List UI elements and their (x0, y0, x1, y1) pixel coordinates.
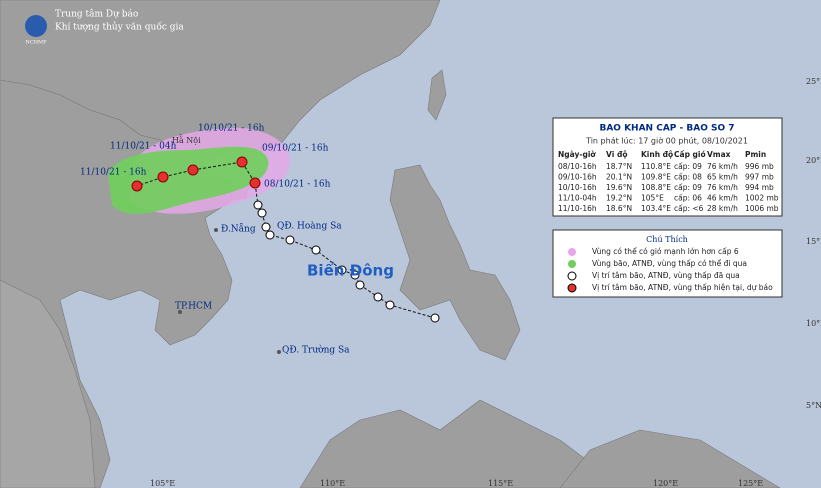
table-cell: 28 km/h (707, 204, 738, 213)
table-cell: 996 mb (745, 162, 774, 171)
legend-item: Vùng bão, ATNĐ, vùng thấp có thể đi qua (592, 259, 747, 268)
column-header: Ngày-giờ (558, 150, 596, 159)
lon-label: 125°E (738, 479, 763, 488)
info-frame (552, 117, 783, 217)
lon-label: 105°E (150, 479, 175, 488)
table-cell: 997 mb (745, 173, 774, 182)
map-label: QĐ. Hoàng Sa (277, 221, 342, 232)
legend-symbol (568, 248, 576, 256)
table-cell: 09/10-16h (558, 173, 597, 182)
table-cell: cấp: 09 (674, 162, 702, 171)
info-box: BAO KHAN CAP - BAO SO 7 Tin phát lúc: 17… (552, 117, 783, 217)
table-cell: 65 km/h (707, 173, 738, 182)
legend: Chú Thích Vùng có thể có gió mạnh lớn hơ… (552, 229, 783, 298)
lat-label: 15°N (806, 237, 821, 246)
lat-label: 5°N (806, 401, 821, 410)
table-cell: 20.1°N (606, 173, 632, 182)
sea-name: Biển Đông (307, 261, 394, 280)
table-cell: 103.4°E (641, 204, 671, 213)
table-cell: 18.7°N (606, 162, 632, 171)
map-label: Đ.Nẵng (221, 223, 256, 235)
map-labels: 10/10/21 - 16h 11/10/21 - 04h Hà Nội 09/… (80, 124, 394, 356)
legend-title: Chú Thích (646, 235, 688, 244)
map-label: 10/10/21 - 16h (198, 124, 265, 134)
lon-label: 110°E (320, 479, 345, 488)
table-cell: 08/10-16h (558, 162, 597, 171)
lat-label: 20°N (806, 156, 821, 165)
table-cell: 994 mb (745, 183, 774, 192)
table-cell: cấp: 08 (674, 173, 702, 182)
table-cell: cấp: 06 (674, 194, 702, 203)
legend-symbol (568, 260, 576, 268)
forecast-positions (131, 156, 261, 192)
table-cell: 110.8°E (641, 162, 671, 171)
table-cell: 19.6°N (606, 183, 632, 192)
table-cell: 109.8°E (641, 173, 671, 182)
map-label: 11/10/21 - 04h (110, 142, 177, 152)
column-header: Kinh độ (641, 150, 673, 159)
map-label: TP.HCM (175, 302, 212, 312)
table-cell: 1006 mb (745, 204, 779, 213)
header-line: Khí tượng thủy văn quốc gia (55, 22, 184, 33)
legend-item: Vị trí tâm bão, ATNĐ, vùng thấp đã qua (592, 271, 740, 280)
legend-item: Vùng có thể có gió mạnh lớn hơn cấp 6 (592, 247, 739, 256)
table-cell: 11/10-16h (558, 204, 597, 213)
map-label: 09/10/21 - 16h (262, 144, 329, 154)
grid-labels: 25°N 20°N 15°N 10°N 5°N 105°E 110°E 115°… (150, 77, 821, 488)
table-cell: 46 km/h (707, 194, 738, 203)
table-cell: cấp: 09 (674, 183, 702, 192)
table-cell: 19.2°N (606, 194, 632, 203)
lat-label: 10°N (806, 319, 821, 328)
info-title: BAO KHAN CAP - BAO SO 7 (599, 124, 734, 134)
table-cell: 76 km/h (707, 183, 738, 192)
lat-label: 25°N (806, 77, 821, 86)
table-cell: 105°E (641, 194, 664, 203)
map-label: 08/10/21 - 16h (264, 180, 331, 190)
svg-text:NCHMF: NCHMF (25, 40, 47, 46)
legend-frame (552, 229, 783, 298)
lon-label: 120°E (653, 479, 678, 488)
table-cell: 18.6°N (606, 204, 632, 213)
table-cell: 108.8°E (641, 183, 671, 192)
logo: NCHMF (25, 15, 47, 46)
map-label: Hà Nội (172, 136, 201, 145)
storm-track (136, 161, 436, 319)
column-header: Vĩ độ (606, 150, 628, 159)
info-issued: Tin phát lúc: 17 giờ 00 phút, 08/10/2021 (585, 136, 748, 146)
column-header: Cấp gió (674, 150, 706, 159)
legend-symbol (567, 271, 577, 281)
lon-label: 115°E (488, 479, 513, 488)
table-cell: cấp: <6 (674, 204, 704, 213)
header-line: Trung tâm Dự báo (55, 9, 138, 20)
past-positions (253, 200, 440, 323)
table-cell: 10/10-16h (558, 183, 597, 192)
legend-item: Vị trí tâm bão, ATNĐ, vùng thấp hiện tại… (592, 283, 773, 292)
map-label: QĐ. Trường Sa (282, 345, 350, 356)
table-cell: 11/10-04h (558, 194, 597, 203)
legend-symbol (567, 283, 577, 293)
map-label: 11/10/21 - 16h (80, 168, 147, 178)
table-cell: 1002 mb (745, 194, 779, 203)
table-cell: 76 km/h (707, 162, 738, 171)
forecast-cone (108, 146, 269, 214)
column-header: Pmin (745, 150, 766, 159)
column-header: Vmax (707, 150, 731, 159)
